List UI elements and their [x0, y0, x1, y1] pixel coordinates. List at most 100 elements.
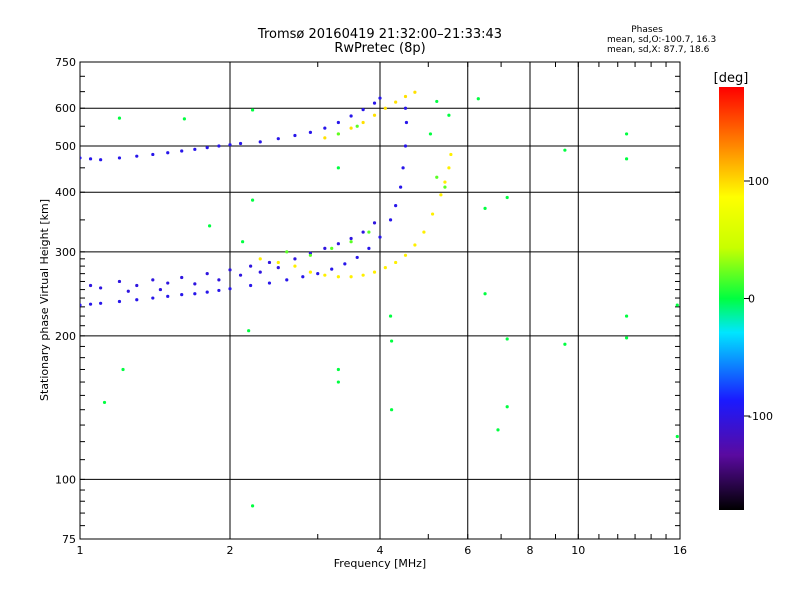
echo-point: [401, 166, 405, 170]
echo-point: [241, 240, 245, 244]
echo-point: [217, 144, 221, 148]
echo-point: [102, 400, 107, 405]
echo-point: [166, 151, 170, 155]
x-tick-label: 4: [377, 544, 384, 557]
echo-point: [135, 283, 139, 288]
echo-point: [624, 132, 629, 136]
y-tick-label: 400: [55, 186, 76, 199]
echo-point: [308, 130, 313, 134]
echo-point: [355, 124, 359, 128]
echo-points: [80, 90, 679, 508]
echo-point: [505, 337, 509, 341]
echo-point: [349, 126, 353, 130]
echo-point: [249, 283, 253, 288]
echo-point: [276, 260, 280, 265]
echo-point: [336, 132, 340, 136]
echo-point: [624, 336, 629, 340]
echo-point: [151, 278, 155, 282]
echo-point: [135, 298, 139, 302]
x-axis-label: Frequency [MHz]: [334, 557, 426, 570]
y-tick-label: 100: [55, 473, 76, 486]
echo-point: [388, 314, 393, 318]
echo-point: [323, 136, 327, 140]
echo-point: [447, 113, 451, 117]
echo-point: [624, 314, 629, 318]
echo-point: [308, 253, 313, 257]
y-tick-label: 300: [55, 246, 76, 259]
colorbar-tick-label: -100: [748, 410, 773, 423]
echo-point: [250, 108, 255, 112]
x-tick-label: 2: [227, 544, 234, 557]
echo-point: [483, 292, 487, 296]
echo-point: [308, 270, 313, 274]
echo-point: [336, 367, 340, 372]
echo-point: [367, 246, 371, 250]
echo-point: [193, 147, 197, 151]
echo-point: [361, 273, 365, 277]
echo-point: [88, 157, 93, 161]
echo-point: [413, 90, 417, 94]
echo-point: [301, 275, 305, 279]
echo-point: [372, 113, 377, 117]
echo-point: [394, 100, 398, 104]
echo-point: [99, 301, 103, 305]
echo-point: [624, 157, 629, 161]
echo-point: [121, 367, 125, 372]
echo-point: [361, 108, 365, 112]
echo-point: [88, 302, 93, 306]
echo-point: [372, 221, 377, 225]
echo-point: [88, 283, 93, 288]
x-tick-label: 6: [464, 544, 471, 557]
stats-x-mode: mean, sd,X: 87.7, 18.6: [607, 45, 710, 55]
echo-point: [361, 120, 365, 125]
echo-point: [267, 260, 272, 265]
echo-point: [349, 240, 353, 244]
echo-point: [388, 218, 393, 222]
echo-point: [399, 185, 403, 189]
echo-point: [389, 408, 394, 412]
echo-point: [403, 144, 408, 148]
y-axis-label: Stationary phase Virtual Height [km]: [38, 199, 51, 401]
y-tick-label: 75: [62, 533, 76, 546]
echo-point: [207, 224, 212, 228]
colorbar: [719, 87, 744, 510]
echo-point: [99, 286, 103, 290]
echo-point: [383, 106, 387, 110]
echo-point: [563, 342, 567, 346]
echo-point: [166, 281, 170, 285]
echo-point: [383, 265, 387, 270]
y-tick-label: 750: [55, 56, 76, 69]
echo-point: [151, 152, 155, 157]
grid-lines: [80, 62, 680, 539]
x-axis-ticks: 1 2 4 6 8 10 16: [77, 62, 687, 557]
echo-point: [228, 143, 232, 147]
echo-point: [403, 94, 408, 99]
echo-point: [428, 132, 433, 136]
echo-point: [285, 278, 289, 282]
echo-point: [249, 264, 253, 268]
colorbar-tick-label: 0: [748, 293, 755, 306]
echo-point: [563, 148, 567, 152]
echo-point: [343, 262, 347, 266]
y-tick-label: 500: [55, 140, 76, 153]
colorbar-ticks: 100 0 -100: [744, 175, 773, 423]
echo-point: [449, 152, 453, 157]
echo-point: [336, 120, 340, 125]
echo-point: [205, 272, 209, 276]
echo-point: [228, 287, 232, 291]
echo-point: [250, 198, 255, 202]
echo-point: [238, 273, 243, 277]
echo-point: [403, 253, 408, 257]
echo-point: [217, 288, 221, 293]
echo-point: [505, 405, 509, 409]
echo-point: [378, 96, 382, 100]
echo-point: [276, 137, 280, 141]
echo-point: [193, 282, 197, 286]
echo-point: [496, 428, 500, 432]
echo-point: [158, 287, 163, 292]
echo-point: [316, 272, 320, 276]
echo-point: [336, 380, 340, 384]
stats-heading: Phases: [631, 25, 663, 35]
stats-o-mode: mean, sd,O:-100.7, 16.3: [607, 35, 716, 45]
echo-point: [258, 140, 262, 144]
